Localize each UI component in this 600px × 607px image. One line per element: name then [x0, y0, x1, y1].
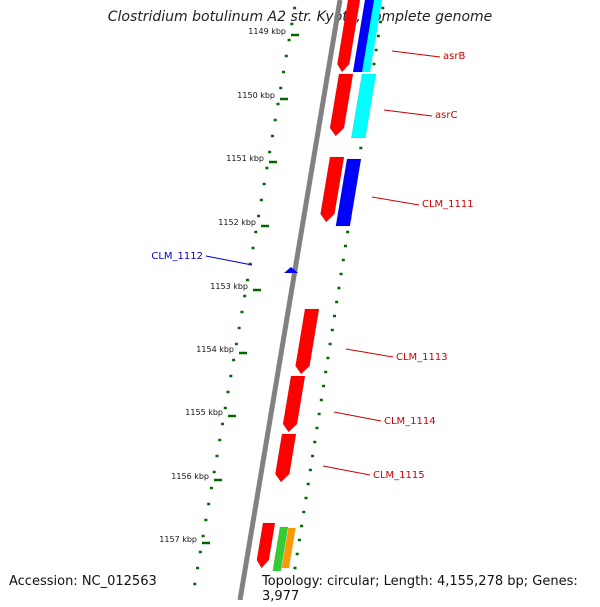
- gene-leader-line: [333, 411, 382, 422]
- gene-arrow-clm1115-red[interactable]: [275, 433, 297, 483]
- accession-label: Accession: NC_012563: [9, 574, 157, 589]
- gene-label[interactable]: asrB: [443, 51, 465, 62]
- genome-summary: Topology: circular; Length: 4,155,278 bp…: [258, 571, 600, 607]
- gene-arrow-asrB-red[interactable]: [337, 0, 361, 73]
- gene-arrow-clm1111-red[interactable]: [320, 156, 345, 223]
- gene-arrow-asrC-red[interactable]: [329, 73, 354, 137]
- gene-block-lower-orange[interactable]: [281, 527, 296, 569]
- gene-leader-line: [383, 109, 433, 117]
- scale-tick-label: 1154 kbp: [196, 345, 234, 354]
- gene-arrow-clm1113-red[interactable]: [295, 308, 320, 375]
- scale-tick-label: 1157 kbp: [159, 535, 197, 544]
- scale-tick-label: 1152 kbp: [218, 218, 256, 227]
- gene-leader-line: [391, 50, 441, 58]
- scale-tick-label: 1156 kbp: [171, 472, 209, 481]
- gene-label[interactable]: CLM_1112: [151, 251, 203, 262]
- gene-label[interactable]: CLM_1111: [422, 199, 474, 210]
- genome-backbone: [237, 0, 343, 600]
- gene-features: [256, 0, 383, 600]
- gene-labels: asrB asrC CLM_1111 CLM_1112 CLM_1113 CLM_1114…: [151, 50, 474, 481]
- gene-label[interactable]: CLM_1113: [396, 352, 448, 363]
- gene-leader-line: [322, 465, 371, 476]
- gene-block-asrB-cyan[interactable]: [361, 0, 383, 73]
- scale-ticks: 1149 kbp 1150 kbp 1151 kbp 1152 kbp 1153 kbp…: [159, 27, 299, 545]
- gene-label[interactable]: asrC: [435, 110, 457, 121]
- map-title: Clostridium botulinum A2 str. Kyoto, com…: [107, 9, 493, 25]
- gene-block-clm1111-blue[interactable]: [335, 158, 362, 227]
- gene-label[interactable]: CLM_1114: [384, 416, 436, 427]
- scale-tick-label: 1149 kbp: [248, 27, 286, 36]
- gc-dot-tracks: [193, 6, 385, 598]
- gene-arrow-lower-red[interactable]: [256, 522, 276, 569]
- scale-tick-label: 1151 kbp: [226, 154, 264, 163]
- scale-tick-label: 1153 kbp: [210, 282, 248, 291]
- gene-block-asrC-cyan[interactable]: [351, 73, 377, 139]
- gene-leader-line: [205, 255, 253, 266]
- scale-tick-label: 1150 kbp: [237, 91, 275, 100]
- gene-leader-line: [371, 196, 420, 206]
- gene-label[interactable]: CLM_1115: [373, 470, 425, 481]
- gene-leader-line: [345, 348, 394, 358]
- gene-arrow-clm1112-blue[interactable]: [284, 267, 298, 273]
- scale-tick-label: 1155 kbp: [185, 408, 223, 417]
- gene-arrow-clm1114-red[interactable]: [282, 375, 306, 433]
